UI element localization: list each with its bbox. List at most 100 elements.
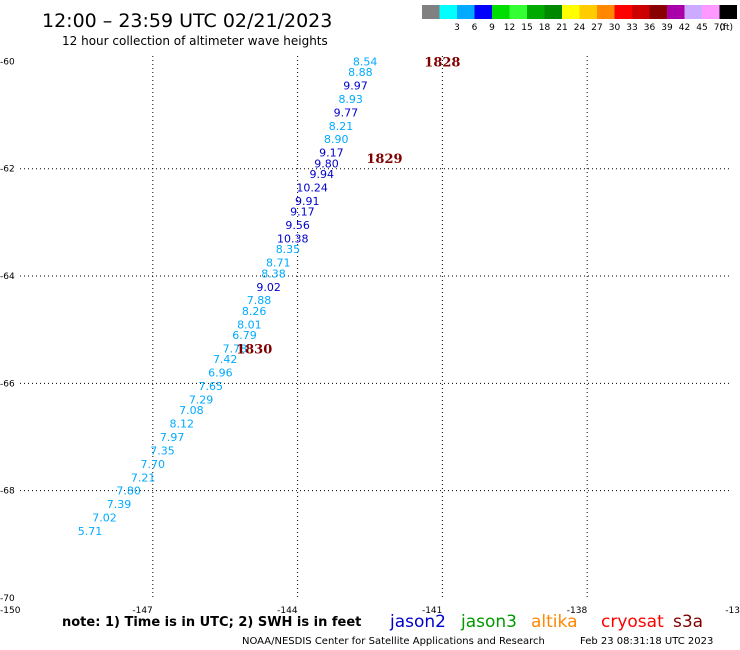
time-marker: 1829 xyxy=(366,152,402,167)
time-marker: 1830 xyxy=(236,342,272,357)
satellite-jason2: jason2 xyxy=(389,612,446,632)
map-subtitle: 12 hour collection of altimeter wave hei… xyxy=(62,34,328,48)
longitude-tick: -147 xyxy=(132,606,152,616)
longitude-tick: -144 xyxy=(277,606,298,616)
swh-value: 7.80 xyxy=(116,485,141,498)
swh-value: 9.56 xyxy=(285,219,310,232)
swh-value: 7.78 xyxy=(223,342,248,355)
swh-value: 8.21 xyxy=(329,120,354,133)
longitude-tick: -150 xyxy=(0,606,21,616)
legend-label: 33 xyxy=(626,23,637,33)
swh-value: 9.77 xyxy=(334,106,359,119)
swh-value: 7.39 xyxy=(107,498,132,511)
swh-value: 7.70 xyxy=(141,458,166,471)
swh-value: 7.08 xyxy=(179,404,204,417)
swh-value: 9.80 xyxy=(314,157,339,170)
legend-swatch xyxy=(439,5,457,19)
longitude-tick: -141 xyxy=(422,606,442,616)
swh-value: 8.93 xyxy=(338,93,363,106)
swh-observations: 8.548.889.978.939.778.218.909.179.809.94… xyxy=(78,55,378,538)
footer-note: note: 1) Time is in UTC; 2) SWH is in fe… xyxy=(62,615,361,630)
satellite-altika: altika xyxy=(531,612,578,632)
swh-value: 7.97 xyxy=(160,431,185,444)
swh-value: 9.94 xyxy=(309,168,334,181)
legend-swatch xyxy=(684,5,702,19)
latitude-tick: -70 xyxy=(0,594,15,604)
legend-label: 70 xyxy=(714,23,726,33)
legend-swatch xyxy=(562,5,580,19)
swh-value: 8.26 xyxy=(242,305,267,318)
legend-swatch xyxy=(649,5,667,19)
swh-value: 5.71 xyxy=(78,525,103,538)
legend-label: 3 xyxy=(454,23,460,33)
legend-swatch xyxy=(492,5,510,19)
legend-label: 45 xyxy=(696,23,707,33)
swh-value: 9.17 xyxy=(290,206,315,219)
legend-label: 27 xyxy=(591,23,602,33)
swh-value: 9.91 xyxy=(295,195,320,208)
swh-value: 7.02 xyxy=(92,512,117,525)
swh-value: 7.29 xyxy=(189,393,214,406)
swh-value: 9.02 xyxy=(256,281,281,294)
swh-value: 6.96 xyxy=(208,367,233,380)
swh-value: 8.01 xyxy=(237,318,262,331)
legend-swatch xyxy=(422,5,440,19)
swh-value: 9.97 xyxy=(343,80,368,93)
swh-value: 7.42 xyxy=(213,353,238,366)
legend-label: 9 xyxy=(489,23,495,33)
legend-swatch xyxy=(597,5,615,19)
swh-value: 8.54 xyxy=(353,55,378,68)
legend-swatch xyxy=(457,5,475,19)
legend-label: 15 xyxy=(521,23,532,33)
legend-label: 12 xyxy=(504,23,515,33)
legend-swatch xyxy=(509,5,527,19)
latitude-tick: -66 xyxy=(0,379,15,389)
legend-label: 18 xyxy=(539,23,551,33)
satellite-s3a: s3a xyxy=(673,612,703,632)
swh-value: 8.88 xyxy=(348,66,373,79)
axis-tick-labels: -150 -147 -144 -141 -138 -13 -60 -62 -64 -66 -68 -7… xyxy=(0,57,740,616)
legend-swatch xyxy=(719,5,737,19)
swh-value: 10.38 xyxy=(277,232,309,245)
swh-value: 7.65 xyxy=(198,380,223,393)
legend-swatch xyxy=(579,5,597,19)
color-legend: 3 6 9 12 15 18 21 24 27 30 33 36 39 42 45 70(ft) xyxy=(422,5,737,33)
legend-label: 6 xyxy=(472,23,478,33)
legend-swatch xyxy=(702,5,720,19)
legend-unit: (ft) xyxy=(719,23,733,33)
swh-value: 7.88 xyxy=(247,294,272,307)
legend-label: 39 xyxy=(661,23,673,33)
longitude-tick: -13 xyxy=(725,606,740,616)
legend-swatch xyxy=(632,5,650,19)
credit-text: NOAA/NESDIS Center for Satellite Applica… xyxy=(242,636,545,647)
swh-value: 10.24 xyxy=(296,181,328,194)
legend-swatch xyxy=(614,5,632,19)
latitude-tick: -68 xyxy=(0,487,15,497)
swh-value: 7.21 xyxy=(131,471,156,484)
swh-value: 8.90 xyxy=(324,133,349,146)
legend-label: 36 xyxy=(644,23,656,33)
satellite-jason3: jason3 xyxy=(460,612,517,632)
legend-label: 24 xyxy=(574,23,586,33)
latitude-tick: -62 xyxy=(0,165,15,175)
time-marker: 1828 xyxy=(424,55,460,70)
swh-value: 8.71 xyxy=(266,257,291,270)
lat-lon-grid xyxy=(20,56,732,598)
legend-swatch xyxy=(474,5,492,19)
satellite-legend: jason2 jason3 altika cryosat s3a xyxy=(389,612,703,632)
swh-value: 6.79 xyxy=(232,329,257,342)
legend-label: 21 xyxy=(556,23,567,33)
legend-swatch xyxy=(544,5,562,19)
time-markers: 1828 1829 1830 xyxy=(236,55,460,357)
legend-label: 42 xyxy=(679,23,690,33)
legend-swatch xyxy=(527,5,545,19)
satellite-cryosat: cryosat xyxy=(601,612,664,632)
longitude-tick: -138 xyxy=(567,606,588,616)
swh-value: 9.17 xyxy=(319,147,344,160)
latitude-tick: -64 xyxy=(0,272,15,282)
swh-value: 8.35 xyxy=(276,243,301,256)
map-title: 12:00 – 23:59 UTC 02/21/2023 xyxy=(42,10,332,32)
legend-swatch xyxy=(667,5,685,19)
generated-timestamp: Feb 23 08:31:18 UTC 2023 xyxy=(580,636,713,647)
